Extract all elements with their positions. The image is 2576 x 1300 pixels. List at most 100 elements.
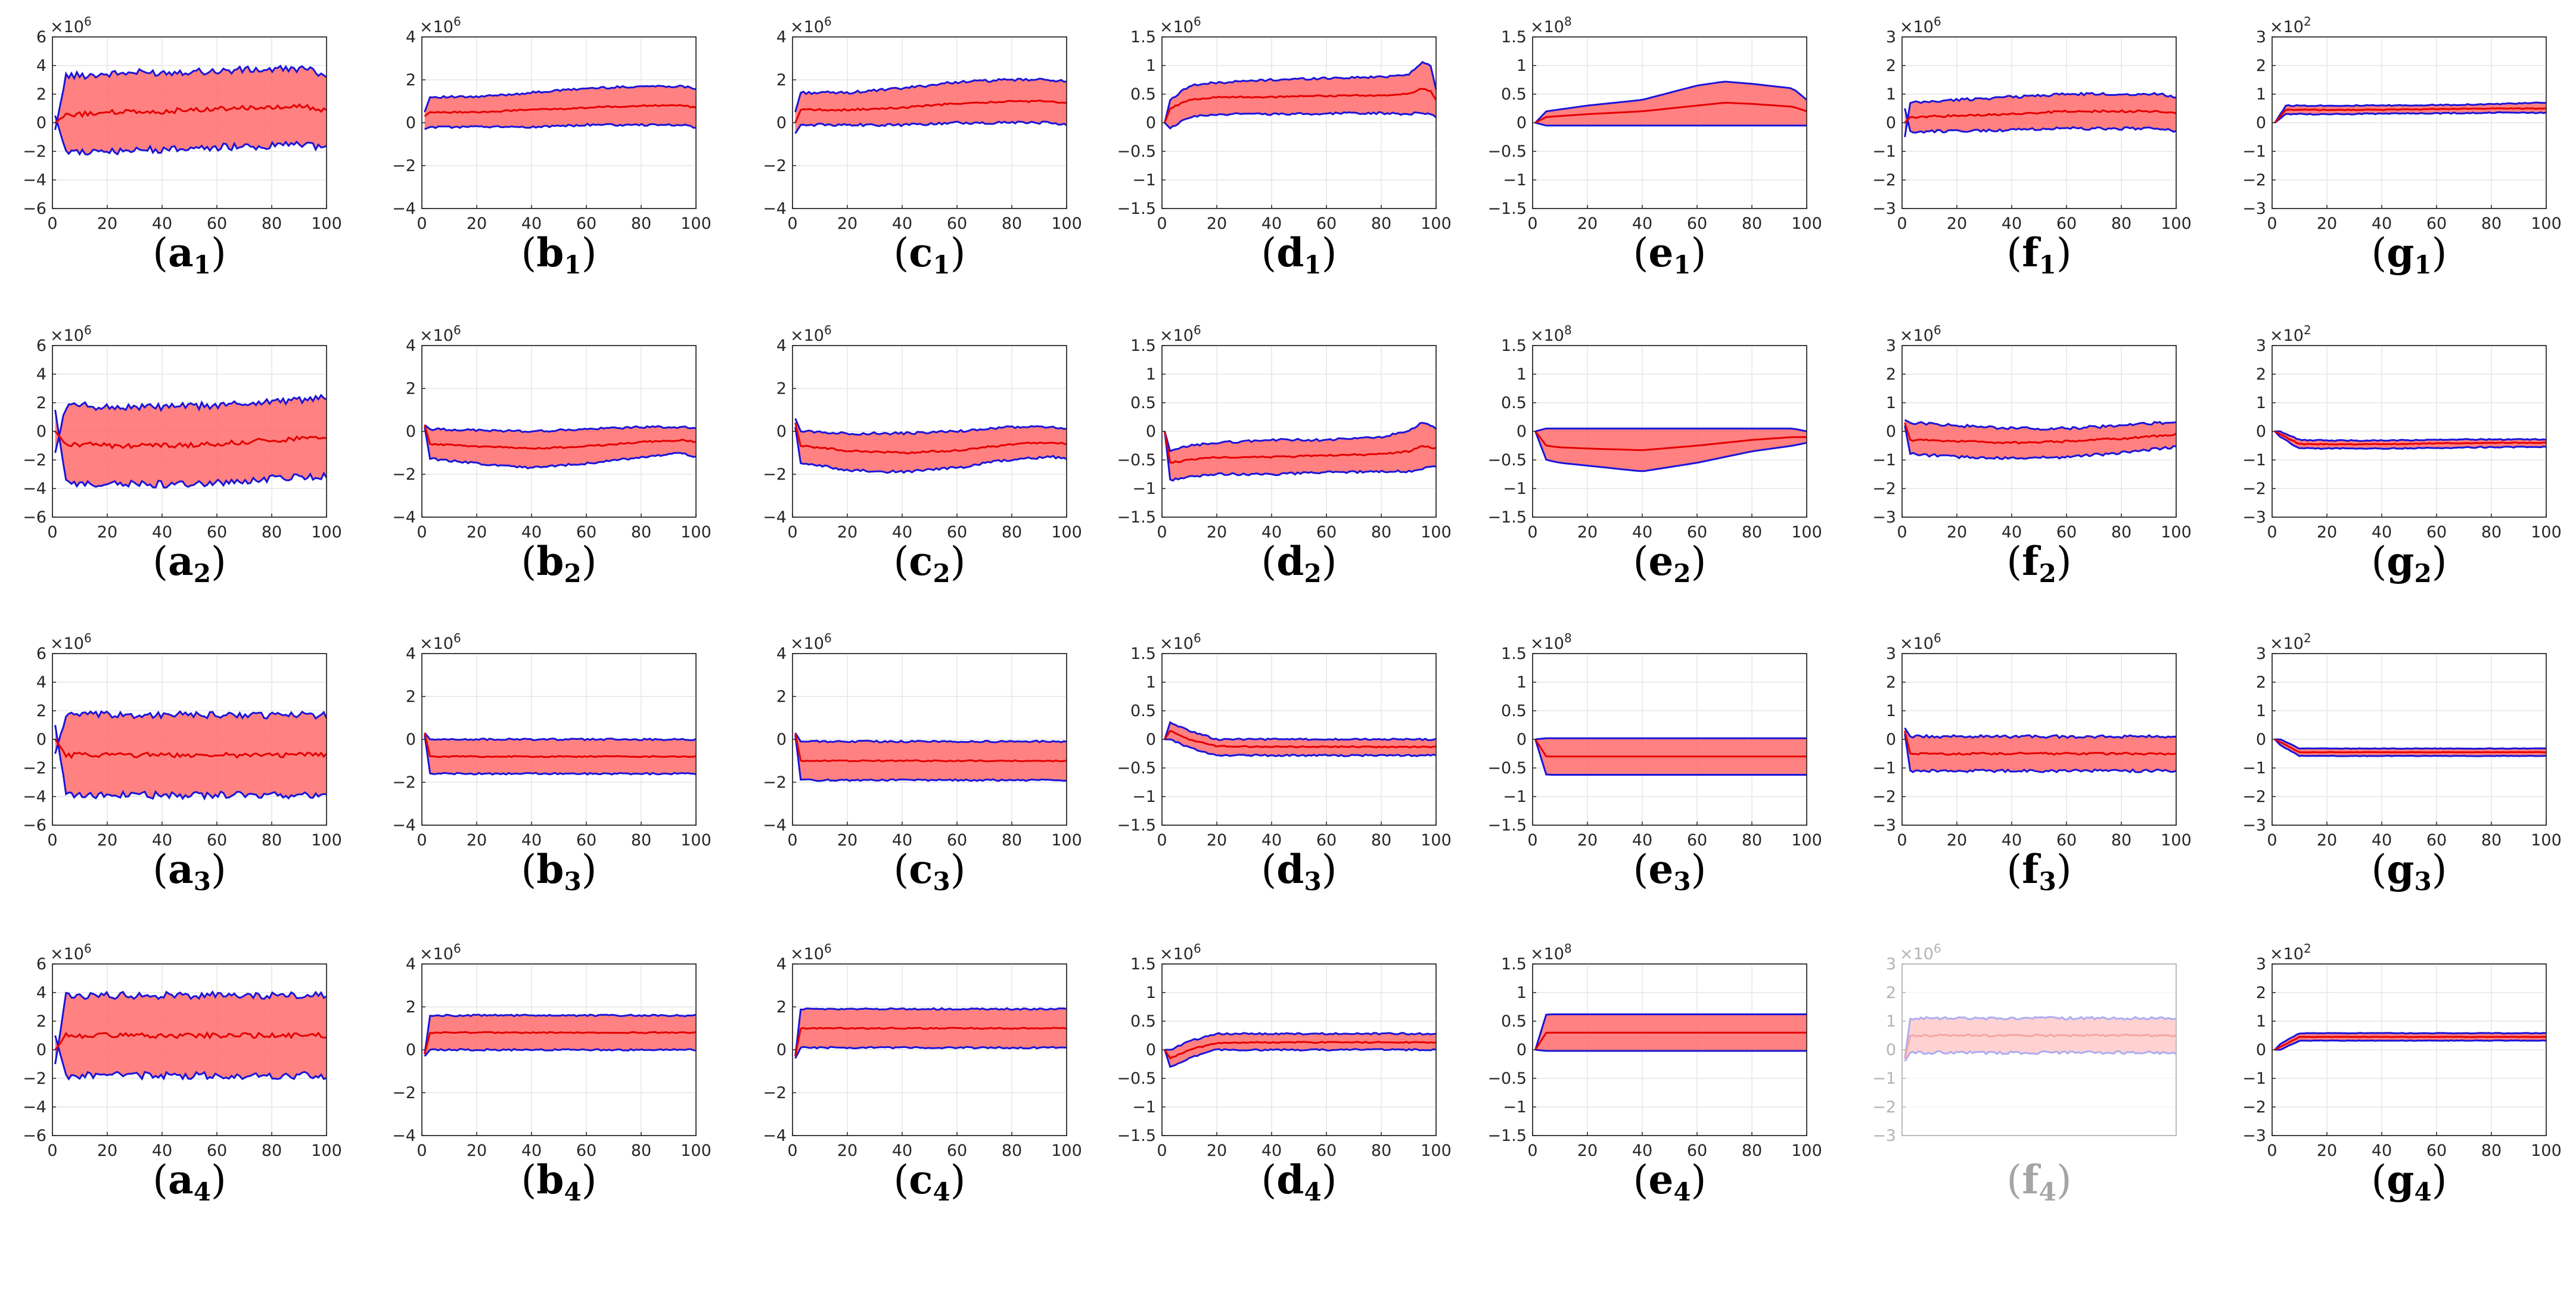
y-tick-label: −2: [392, 1084, 416, 1102]
x-tick-label: 20: [1947, 214, 1967, 233]
caption-subscript: 4: [194, 1177, 211, 1206]
y-tick-label: −4: [392, 816, 416, 835]
lower-bound-line: [1164, 111, 1437, 130]
y-tick-label: 0: [776, 114, 787, 132]
mean-line: [2274, 1035, 2547, 1051]
x-tick-label: 20: [467, 214, 487, 233]
y-tick-label: 1.5: [1130, 337, 1156, 355]
y-tick-label: −2: [23, 1069, 46, 1088]
y-tick-label: 4: [776, 28, 787, 46]
x-tick-label: 40: [152, 831, 172, 850]
x-tick-label: 20: [2317, 831, 2337, 850]
upper-bound-line: [794, 1007, 1067, 1056]
caption-open-paren: (: [2006, 1157, 2022, 1203]
y-exponent-power: 6: [824, 941, 832, 956]
y-exponent-power: 6: [453, 631, 461, 645]
y-tick-label: 4: [36, 673, 46, 692]
mean-line: [1534, 431, 1807, 452]
x-tick-label: 60: [207, 1142, 227, 1160]
panel-caption: (g1): [2372, 229, 2447, 279]
y-tick-label: −4: [763, 508, 787, 527]
y-tick-label: 2: [36, 394, 46, 412]
y-exponent-label: ×106: [420, 323, 461, 345]
caption-letter: g: [2387, 538, 2414, 584]
y-tick-label: −3: [1872, 1127, 1896, 1145]
y-tick-label: −2: [23, 759, 46, 777]
caption-close-paren: ): [1322, 847, 1337, 892]
chart-d3: −1.5 −1 −0.5 0 0.5 1 1.5 0 20 40 60 80 100 ×106 (d3): [1117, 631, 1451, 896]
y-tick-label: 0: [776, 1041, 787, 1059]
y-tick-label: −2: [2242, 788, 2266, 806]
caption-subscript: 2: [2039, 559, 2056, 588]
y-exponent-power: 6: [84, 323, 92, 337]
x-tick-label: 60: [576, 214, 596, 233]
caption-close-paren: ): [211, 847, 226, 892]
mean-line: [54, 103, 327, 124]
mean-line: [1164, 431, 1437, 464]
y-tick-label: −0.5: [1117, 451, 1156, 469]
x-tick-label: 20: [1577, 831, 1598, 850]
y-tick-label: −1.5: [1117, 816, 1156, 835]
y-exponent-power: 6: [453, 941, 461, 956]
caption-close-paren: ): [211, 230, 226, 276]
caption-close-paren: ): [1322, 539, 1337, 584]
mean-line: [1164, 729, 1437, 749]
x-tick-label: 100: [1421, 523, 1452, 542]
x-tick-label: 0: [1157, 214, 1167, 233]
y-tick-label: 2: [2256, 673, 2266, 692]
x-tick-label: 20: [97, 523, 117, 542]
y-tick-label: 3: [1886, 337, 1896, 355]
x-tick-label: 100: [2531, 214, 2562, 233]
x-tick-label: 100: [311, 523, 342, 542]
caption-subscript: 4: [564, 1177, 581, 1206]
y-tick-label: 0: [406, 422, 416, 441]
caption-letter: f: [2022, 846, 2041, 892]
panel-caption: (e2): [1633, 538, 1707, 588]
x-tick-label: 40: [1261, 214, 1282, 233]
mean-line: [1164, 1040, 1437, 1060]
caption-subscript: 2: [2414, 559, 2431, 588]
caption-letter: a: [168, 846, 194, 892]
caption-letter: b: [536, 229, 564, 276]
caption-open-paren: (: [1633, 1157, 1649, 1203]
caption-close-paren: ): [2056, 230, 2072, 276]
x-tick-label: 100: [1051, 523, 1082, 542]
y-tick-label: 1: [1146, 673, 1156, 692]
y-tick-label: 1.5: [1501, 645, 1527, 663]
y-exponent-label: ×106: [1160, 941, 1201, 963]
caption-open-paren: (: [2006, 539, 2022, 584]
caption-subscript: 4: [933, 1177, 950, 1206]
y-tick-label: 4: [776, 955, 787, 974]
y-tick-label: 0: [2256, 422, 2266, 441]
mean-line: [1904, 1033, 2177, 1059]
confidence-band: [795, 418, 1067, 473]
x-tick-label: 40: [892, 214, 912, 233]
x-tick-label: 80: [2481, 214, 2502, 233]
caption-letter: g: [2387, 846, 2414, 892]
caption-open-paren: (: [894, 539, 909, 584]
y-tick-label: 3: [1886, 645, 1896, 663]
caption-letter: f: [2022, 229, 2041, 276]
caption-subscript: 3: [194, 867, 211, 896]
y-tick-label: −1: [1503, 480, 1527, 498]
caption-subscript: 3: [1673, 867, 1691, 896]
chart-g4: −3 −2 −1 0 1 2 3 0 20 40 60 80 100 ×102 (g4): [2242, 941, 2562, 1206]
x-tick-label: 80: [1742, 831, 1762, 850]
y-tick-label: −1: [1132, 480, 1156, 498]
y-tick-label: 2: [406, 998, 416, 1016]
caption-open-paren: (: [521, 847, 537, 892]
y-tick-label: 2: [776, 71, 787, 89]
y-tick-label: −1: [1503, 1098, 1527, 1116]
y-tick-label: −1.5: [1487, 816, 1527, 835]
caption-subscript: 1: [2039, 250, 2056, 279]
lower-bound-line: [794, 1046, 1067, 1059]
y-tick-label: −4: [23, 480, 46, 498]
y-tick-label: 2: [36, 1012, 46, 1031]
y-tick-label: −1: [1872, 451, 1896, 469]
x-tick-label: 60: [207, 831, 227, 850]
lower-bound-line: [2274, 430, 2547, 450]
upper-bound-line: [54, 990, 327, 1065]
